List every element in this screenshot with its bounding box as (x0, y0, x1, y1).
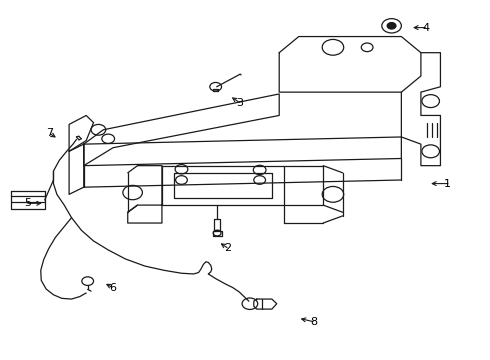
Circle shape (387, 23, 396, 29)
Text: 3: 3 (237, 98, 244, 108)
Text: 2: 2 (224, 243, 231, 253)
Text: 5: 5 (24, 198, 31, 208)
Text: 7: 7 (46, 129, 53, 138)
Text: 6: 6 (110, 283, 117, 293)
Text: 1: 1 (444, 179, 451, 189)
Text: 4: 4 (422, 23, 429, 33)
Text: 8: 8 (310, 317, 317, 327)
